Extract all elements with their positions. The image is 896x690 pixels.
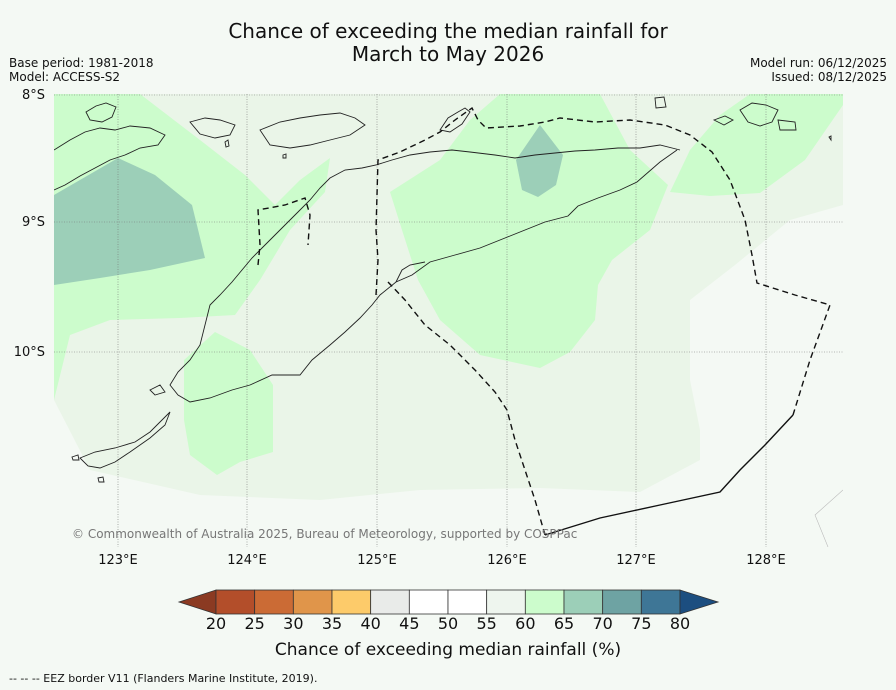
sumba-island	[79, 411, 171, 469]
colorbar-tick-70: 70	[592, 614, 613, 633]
colorbar-bin-70-75	[602, 589, 642, 615]
zone-65-70-center	[516, 125, 563, 197]
zone-60-65-center	[390, 94, 668, 368]
flores-islet-2	[97, 476, 105, 483]
atauro-island	[189, 117, 236, 139]
colorbar-label: Chance of exceeding median rainfall (%)	[274, 640, 622, 660]
colorbar-tick-50: 50	[437, 614, 459, 633]
eez-legend-note: -- -- -- EEZ border V11 (Flanders Marine…	[9, 672, 318, 685]
colorbar-bin-20-25	[215, 589, 256, 615]
colorbar-bin-45-50	[408, 589, 449, 615]
colorbar-tick-35: 35	[321, 614, 343, 633]
lon-label-126e: 126°E	[487, 553, 527, 568]
timor-coast-north	[169, 144, 681, 403]
island-east-3	[777, 119, 797, 131]
zone-65-70-west	[54, 158, 205, 285]
colorbar-bin-50-55	[447, 589, 488, 615]
pantar-island	[85, 102, 117, 123]
eez-border	[257, 106, 831, 536]
colorbar-tick-65: 65	[553, 614, 575, 633]
colorbar-bin-30-35	[292, 589, 333, 615]
lat-label-10s: 10°S	[13, 345, 45, 360]
island-east-2	[739, 102, 779, 127]
small-islands	[149, 135, 832, 396]
coastlines	[54, 96, 832, 483]
colorbar-bin-65-70	[563, 589, 604, 615]
timor-coast-south	[395, 261, 426, 283]
issued-date: Issued: 08/12/2025	[771, 70, 887, 84]
meta-right: Model run: 06/12/2025 Issued: 08/12/2025	[750, 56, 887, 84]
lat-label-9s: 9°S	[21, 215, 45, 230]
zone-edge-se	[814, 489, 843, 547]
lon-label-128e: 128°E	[746, 553, 786, 568]
eez-line-solid	[544, 414, 794, 536]
graticule	[54, 94, 843, 547]
colorbar-tick-60: 60	[515, 614, 536, 633]
colorbar-tick-75: 75	[631, 614, 652, 633]
eez-line-main	[257, 106, 831, 416]
zone-60-65-south	[184, 332, 273, 475]
zone-45-55-south	[54, 205, 843, 547]
colorbar-bin-60-65	[524, 589, 565, 615]
colorbar-bin-55-60	[486, 589, 526, 615]
copyright-note: © Commonwealth of Australia 2025, Bureau…	[72, 527, 578, 541]
island-east-1	[712, 115, 734, 126]
colorbar-tick-45: 45	[399, 614, 420, 633]
colorbar-bin-75-80	[640, 589, 681, 615]
meta-left: Base period: 1981-2018 Model: ACCESS-S2	[9, 56, 154, 84]
model-run: Model run: 06/12/2025	[749, 56, 887, 70]
wetar-island	[259, 112, 366, 149]
colorbar-bin-35-40	[331, 589, 372, 615]
title-line-2: March to May 2026	[351, 42, 545, 66]
lon-label-124e: 124°E	[227, 553, 267, 568]
colorbar-over-arrow	[679, 589, 720, 615]
island-north-2	[654, 96, 667, 109]
colorbar-tick-40: 40	[360, 614, 381, 633]
lon-label-127e: 127°E	[616, 553, 656, 568]
alor-island	[54, 125, 166, 191]
zone-60-65-east	[670, 94, 843, 196]
flores-islet-1	[71, 454, 80, 461]
lon-label-125e: 125°E	[357, 553, 397, 568]
colorbar-bin-25-30	[254, 589, 294, 615]
colorbar-tick-55: 55	[476, 614, 497, 633]
island-north-1	[439, 107, 471, 133]
colorbar-tick-80: 80	[669, 614, 691, 633]
colorbar-bin-40-45	[370, 589, 410, 615]
colorbar-tick-25: 25	[244, 614, 265, 633]
title-line-1: Chance of exceeding the median rainfall …	[228, 19, 668, 43]
eez-line-south	[387, 281, 546, 536]
colorbar-tick-30: 30	[283, 614, 304, 633]
lat-label-8s: 8°S	[21, 88, 45, 103]
lon-label-123e: 123°E	[98, 553, 138, 568]
colorbar-tick-20: 20	[205, 614, 227, 633]
chart-title: Chance of exceeding the median rainfall …	[0, 20, 896, 66]
base-period: Base period: 1981-2018	[9, 56, 154, 70]
colorbar-under-arrow	[177, 589, 217, 615]
model-name: Model: ACCESS-S2	[9, 70, 121, 84]
